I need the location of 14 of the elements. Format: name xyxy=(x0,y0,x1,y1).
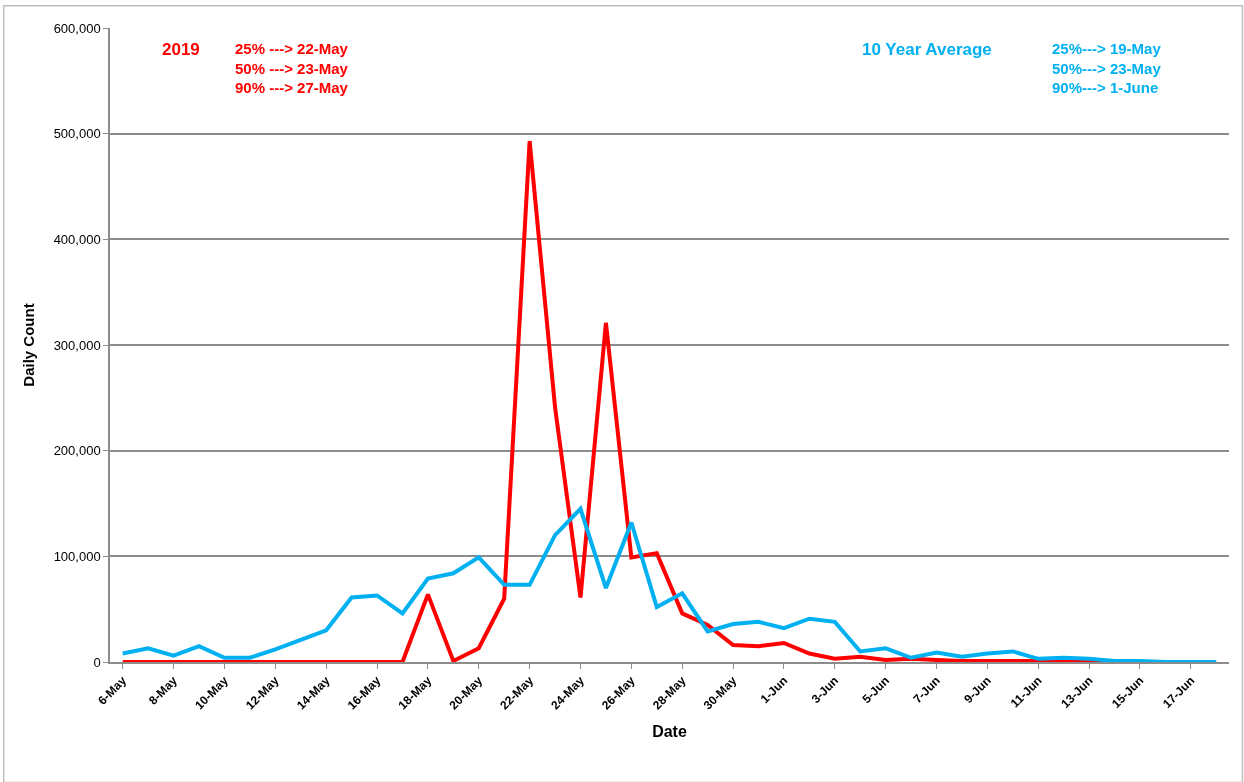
y-tick-label: 600,000 xyxy=(53,20,101,36)
text: 10 Year Average xyxy=(862,40,992,59)
line-series xyxy=(120,506,1219,662)
y-tick-label: 200,000 xyxy=(53,443,101,459)
y-tick-label: 100,000 xyxy=(53,548,101,564)
x-axis-title: Date xyxy=(652,723,687,741)
y-tick-label: 300,000 xyxy=(53,337,101,353)
annotation: 25% ---> 22-May 50% ---> 23-May 90% ---> 27-May xyxy=(235,40,349,96)
y-axis-title: Daily Count xyxy=(20,303,38,387)
y-tick-label: 500,000 xyxy=(53,126,101,142)
text: 2019 xyxy=(162,40,200,59)
annotation: 25%---> 19-May 50%---> 23-May 90%---> 1-June xyxy=(1052,40,1162,96)
y-tick-label: 400,000 xyxy=(53,231,101,247)
y-tick-label: 0 xyxy=(93,654,101,670)
